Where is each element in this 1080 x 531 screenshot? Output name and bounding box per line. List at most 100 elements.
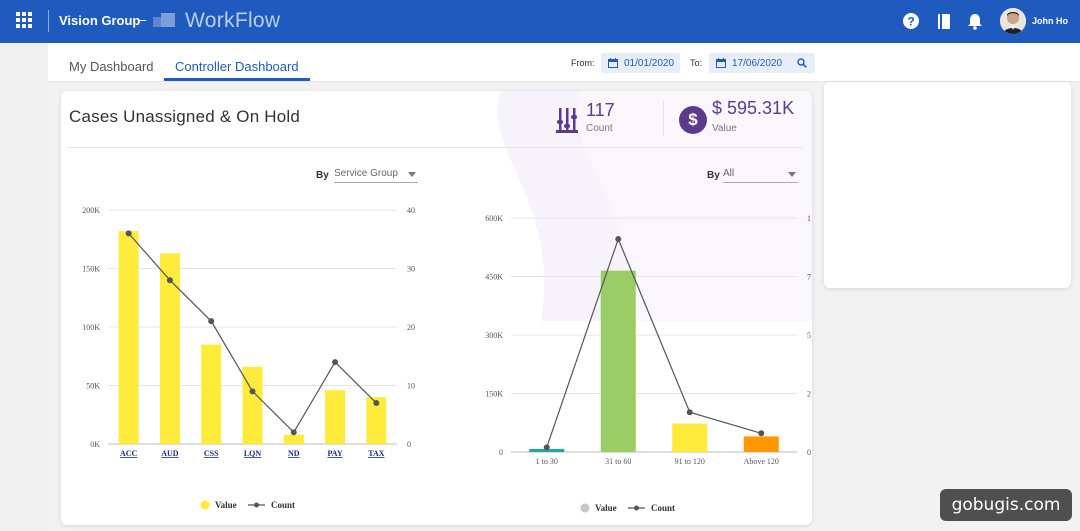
x-axis-category-label: PAY <box>328 449 343 458</box>
age-bucket-chart: 0 0 150K 25 300K 50 450K 75 600K 100 1 to 30 31 to … <box>485 214 811 513</box>
service-group-select[interactable]: Service Group <box>334 168 418 183</box>
service-group-chart: 0K 0 50K 10 100K 20 150K 30 200K 40 ACC AUD CSS LQN ND… <box>82 206 415 510</box>
bell-icon[interactable] <box>965 11 985 31</box>
chart-bar <box>529 448 565 452</box>
legend-value-label: Value <box>215 500 237 510</box>
cases-unassigned-card: Cases Unassigned & On Hold 117 Count $ $… <box>61 91 812 525</box>
chevron-down-icon <box>408 172 416 177</box>
help-icon[interactable]: ? <box>901 11 921 31</box>
card-divider <box>69 147 803 148</box>
count-point <box>373 400 380 407</box>
count-point <box>290 429 297 436</box>
calendar-icon <box>716 58 726 68</box>
tab-controller-dashboard[interactable]: Controller Dashboard <box>175 59 299 74</box>
search-icon[interactable] <box>797 58 807 68</box>
x-axis-category-label: ACC <box>120 449 138 458</box>
count-point <box>686 409 693 416</box>
y-axis-tick-label: 200K <box>82 206 100 215</box>
group-by-label: By <box>707 170 720 181</box>
legend-count-label: Count <box>651 503 675 513</box>
card-title: Cases Unassigned & On Hold <box>69 107 301 126</box>
count-point <box>208 318 215 325</box>
user-name[interactable]: John Ho <box>1032 16 1068 26</box>
y2-axis-tick-label: 10 <box>407 382 415 391</box>
y-axis-tick-label: 300K <box>485 331 503 340</box>
y2-axis-tick-label: 20 <box>407 323 415 332</box>
y2-axis-tick-label: 40 <box>407 206 415 215</box>
legend-value-marker <box>580 503 590 513</box>
y-axis-tick-label: 150K <box>82 265 100 274</box>
y2-axis-tick-label: 30 <box>407 265 415 274</box>
service-group-select-value: Service Group <box>334 168 398 179</box>
legend-value-marker <box>200 500 210 510</box>
y-axis-tick-label: 600K <box>485 214 503 223</box>
count-metric-value: 117 <box>586 100 615 120</box>
top-navigation-bar: Vision Group – WorkFlow ? John Ho <box>0 0 1080 43</box>
user-avatar[interactable] <box>1000 8 1026 34</box>
age-group-select-value: All <box>723 168 735 179</box>
count-point <box>125 230 132 237</box>
left-sidebar <box>0 43 48 531</box>
value-metric-value: $ 595.31K <box>712 98 795 118</box>
age-group-select[interactable]: All <box>723 168 798 183</box>
y2-axis-tick-label: 0 <box>407 440 411 449</box>
dashboard-tabbar: My Dashboard Controller Dashboard From: … <box>48 43 1080 82</box>
workflow-logo-icon <box>153 13 175 27</box>
x-axis-category-label: 91 to 120 <box>675 457 705 466</box>
count-point <box>543 444 550 451</box>
to-date-value: 17/06/2020 <box>732 57 783 69</box>
from-date-label: From: <box>571 58 595 68</box>
y-axis-tick-label: 150K <box>485 390 503 399</box>
chart-bar <box>672 423 708 452</box>
watermark: gobugis.com <box>940 489 1072 521</box>
y-axis-tick-label: 450K <box>485 273 503 282</box>
to-date-field[interactable]: 17/06/2020 <box>709 53 815 73</box>
chart-bar <box>325 390 346 444</box>
y-axis-tick-label: 0K <box>90 440 100 449</box>
x-axis-category-label: CSS <box>204 449 219 458</box>
y2-axis-tick-label: 75 <box>807 273 811 282</box>
x-axis-category-label: AUD <box>161 449 179 458</box>
count-point <box>249 388 256 395</box>
background-swirl <box>497 91 812 321</box>
brand-name[interactable]: Vision Group <box>59 13 141 28</box>
count-metric-label: Count <box>586 123 613 134</box>
chart-bar <box>242 366 263 444</box>
count-series-line <box>546 237 762 448</box>
tab-my-dashboard[interactable]: My Dashboard <box>69 59 154 74</box>
y-axis-tick-label: 100K <box>82 323 100 332</box>
y2-axis-tick-label: 25 <box>807 390 811 399</box>
right-panel-card <box>824 82 1071 288</box>
y2-axis-tick-label: 50 <box>807 331 811 340</box>
count-point <box>332 359 339 366</box>
chart-bar <box>600 270 636 452</box>
x-axis-category-label: 1 to 30 <box>536 457 558 466</box>
y2-axis-tick-label: 100 <box>807 214 811 223</box>
value-metric-label: Value <box>712 123 737 134</box>
chart-bar <box>159 253 180 444</box>
legend-count-marker <box>634 505 639 511</box>
to-date-label: To: <box>690 58 703 68</box>
y-axis-tick-label: 0 <box>499 448 503 457</box>
y2-axis-tick-label: 0 <box>807 448 811 457</box>
x-axis-category-label: TAX <box>368 449 385 458</box>
chart-bar <box>366 397 387 444</box>
count-abacus-icon <box>556 108 578 133</box>
brand-dash: – <box>139 12 147 27</box>
svg-text:?: ? <box>907 15 914 29</box>
group-by-label: By <box>316 170 329 181</box>
product-name: WorkFlow <box>185 9 281 32</box>
active-tab-indicator <box>164 78 310 81</box>
apps-grid-icon[interactable] <box>16 12 32 28</box>
from-date-field[interactable]: 01/01/2020 <box>601 53 680 73</box>
calendar-icon <box>608 58 618 68</box>
chart-bar <box>201 344 222 444</box>
x-axis-category-label: Above 120 <box>744 457 779 466</box>
from-date-value: 01/01/2020 <box>624 57 675 69</box>
chart-bar <box>283 434 304 444</box>
x-axis-category-label: LQN <box>244 449 262 458</box>
chart-bar <box>118 231 139 444</box>
book-icon[interactable] <box>934 11 954 31</box>
header-separator <box>48 10 49 32</box>
metric-divider <box>663 101 664 135</box>
